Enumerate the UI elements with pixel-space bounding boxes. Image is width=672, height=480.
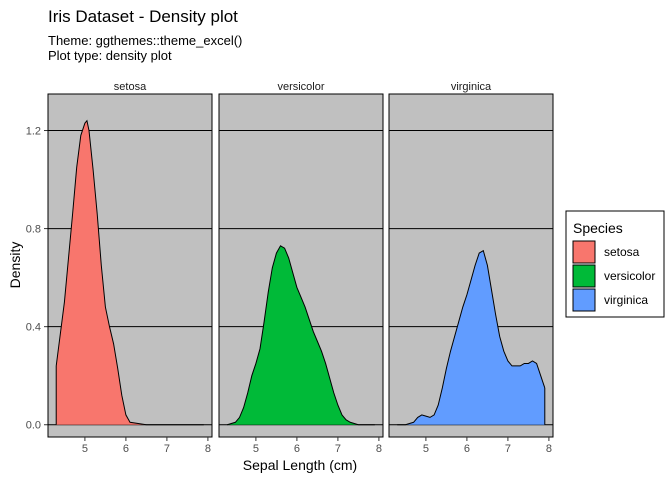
facet-versicolor: versicolor 5 6 7 8 [218, 81, 384, 455]
x-tick-label: 7 [335, 443, 341, 455]
x-axis-title: Sepal Length (cm) [243, 457, 357, 473]
chart-subtitle-line-1: Theme: ggthemes::theme_excel() [48, 33, 242, 48]
x-tick-label: 8 [205, 443, 211, 455]
legend-label-versicolor: versicolor [604, 269, 655, 283]
legend-label-virginica: virginica [604, 293, 648, 307]
x-tick-label: 6 [123, 443, 129, 455]
facet-setosa: setosa 5 6 7 8 [47, 81, 213, 455]
y-tick-label: 0.0 [26, 420, 41, 432]
panel-border [218, 93, 384, 438]
density-area-versicolor [227, 245, 375, 425]
y-tick-label: 0.4 [26, 322, 41, 334]
density-line-versicolor [227, 245, 375, 426]
legend-key-setosa [572, 240, 596, 264]
legend-key-virginica [572, 288, 596, 312]
chart-title: Iris Dataset - Density plot [48, 7, 238, 26]
facet-strip-label: virginica [451, 81, 492, 93]
density-line-virginica [397, 249, 546, 426]
x-tick-label: 5 [253, 443, 259, 455]
x-tick-label: 5 [82, 443, 88, 455]
panel-border [388, 93, 554, 438]
x-tick-label: 7 [164, 443, 170, 455]
legend-label-setosa: setosa [604, 245, 640, 259]
facet-virginica: virginica 5 6 7 8 [388, 81, 554, 455]
facet-strip-label: versicolor [277, 81, 324, 93]
chart-subtitle-line-2: Plot type: density plot [48, 48, 172, 63]
density-line-setosa [55, 119, 204, 426]
facet-strip-label: setosa [114, 81, 147, 93]
x-tick-label: 6 [464, 443, 470, 455]
y-tick-label: 1.2 [26, 126, 41, 138]
density-area-setosa [56, 120, 204, 425]
legend-title: Species [573, 220, 623, 236]
legend: Species setosa versicolor virginica [565, 210, 665, 318]
x-tick-label: 7 [505, 443, 511, 455]
x-tick-label: 8 [546, 443, 552, 455]
x-tick-label: 8 [376, 443, 382, 455]
legend-key-versicolor [572, 264, 596, 288]
x-tick-label: 5 [423, 443, 429, 455]
x-tick-label: 6 [294, 443, 300, 455]
panel-border [47, 93, 213, 438]
y-axis-title: Density [7, 242, 23, 289]
density-area-virginica [397, 250, 545, 425]
y-tick-label: 0.8 [26, 224, 41, 236]
